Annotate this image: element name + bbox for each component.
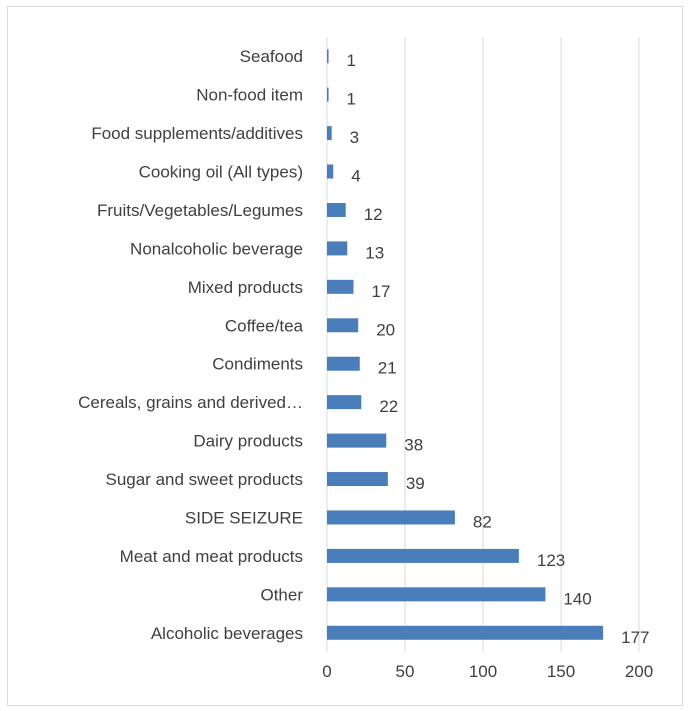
- data-label: 13: [365, 243, 384, 262]
- category-label: Meat and meat products: [120, 547, 303, 566]
- data-label: 82: [473, 512, 492, 531]
- bar: [327, 548, 519, 563]
- data-label: 38: [404, 436, 423, 455]
- data-label: 12: [364, 205, 383, 224]
- category-label: Cereals, grains and derived…: [78, 393, 303, 412]
- bar: [327, 202, 346, 217]
- bar: [327, 126, 332, 141]
- bar: [327, 356, 360, 371]
- data-label: 39: [406, 474, 425, 493]
- x-tick-label: 50: [396, 662, 415, 681]
- bar: [327, 472, 388, 487]
- bar: [327, 395, 362, 410]
- data-label: 21: [378, 359, 397, 378]
- bar: [327, 87, 329, 102]
- category-label: Food supplements/additives: [91, 124, 303, 143]
- data-label: 20: [376, 320, 395, 339]
- x-tick-labels: 0 50 100 150 200: [322, 662, 653, 681]
- data-label: 4: [351, 167, 360, 186]
- data-label: 140: [563, 589, 591, 608]
- data-label: 22: [379, 397, 398, 416]
- bar: [327, 49, 329, 64]
- category-label: Cooking oil (All types): [139, 163, 303, 182]
- bar: [327, 164, 334, 179]
- category-label: Alcoholic beverages: [151, 624, 303, 643]
- category-label: Non-food item: [196, 86, 303, 105]
- data-label: 123: [537, 551, 565, 570]
- category-label: SIDE SEIZURE: [185, 508, 303, 527]
- x-tick-label: 150: [547, 662, 575, 681]
- bar: [327, 587, 546, 602]
- data-label: 17: [372, 282, 391, 301]
- category-label: Other: [260, 585, 303, 604]
- bars: [327, 49, 604, 640]
- category-label: Condiments: [212, 355, 303, 374]
- x-tick-label: 200: [625, 662, 653, 681]
- category-label: Sugar and sweet products: [105, 470, 303, 489]
- bar: [327, 241, 348, 256]
- category-label: Fruits/Vegetables/Legumes: [97, 201, 303, 220]
- category-label: Coffee/tea: [225, 316, 304, 335]
- data-label: 3: [350, 128, 359, 147]
- category-label: Nonalcoholic beverage: [130, 239, 303, 258]
- data-label: 1: [347, 90, 356, 109]
- bar: [327, 318, 359, 333]
- data-label: 177: [621, 628, 649, 647]
- x-tick-label: 0: [322, 662, 331, 681]
- category-label: Seafood: [240, 47, 303, 66]
- bar: [327, 510, 455, 525]
- category-label: Mixed products: [188, 278, 303, 297]
- data-label: 1: [347, 51, 356, 70]
- category-label: Dairy products: [193, 432, 303, 451]
- bar: [327, 625, 604, 640]
- category-labels: Seafood Non-food item Food supplements/add…: [78, 47, 303, 643]
- x-tick-label: 100: [469, 662, 497, 681]
- bar: [327, 433, 387, 448]
- bar: [327, 279, 354, 294]
